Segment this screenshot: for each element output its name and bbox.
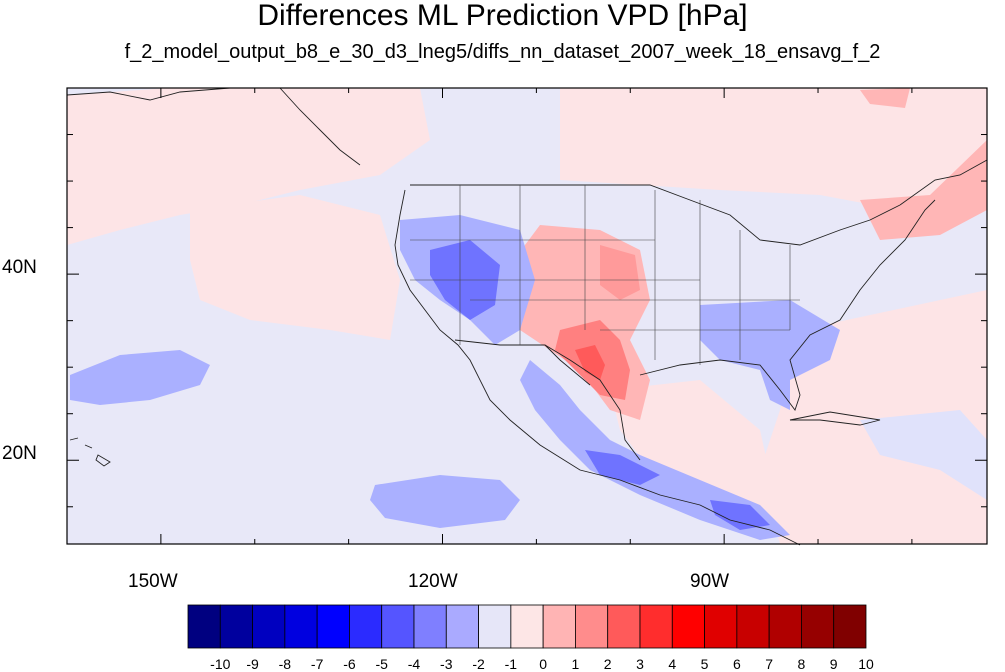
neg-region-southeast-us xyxy=(700,300,840,410)
colorbar-label: 5 xyxy=(700,656,709,672)
colorbar-swatch xyxy=(768,604,802,649)
colorbar-swatch xyxy=(704,604,738,649)
colorbar-label: -2 xyxy=(472,656,485,672)
pos-region-kansas xyxy=(600,245,640,300)
colorbar-swatch xyxy=(639,604,673,649)
colorbar-label: -4 xyxy=(407,656,421,672)
colorbar-label: -9 xyxy=(246,656,259,672)
colorbar-label: -8 xyxy=(278,656,292,672)
colorbar-swatch xyxy=(284,604,318,649)
colorbar-label: 1 xyxy=(571,656,580,672)
colorbar-swatch xyxy=(381,604,415,649)
colorbar-swatch xyxy=(542,604,576,649)
neg-region-mexico-pacific xyxy=(520,360,790,540)
colorbar-swatch xyxy=(801,604,835,649)
colorbar-swatch xyxy=(252,604,286,649)
map-frame xyxy=(66,87,988,545)
colorbar-swatch xyxy=(510,604,544,649)
colorbar-label: 8 xyxy=(797,656,806,672)
colorbar-label: 2 xyxy=(603,656,612,672)
colorbar-label: 0 xyxy=(539,656,548,672)
gulf-coast xyxy=(544,199,936,461)
colorbar-swatch xyxy=(316,604,350,649)
lon-label-150w: 150W xyxy=(128,571,178,592)
colorbar-swatch xyxy=(187,604,221,649)
lat-label-20n: 20N xyxy=(2,443,37,464)
colorbar-swatch xyxy=(671,604,705,649)
pos-region-canada-east xyxy=(560,88,987,210)
colorbar-swatch xyxy=(478,604,512,649)
lat-label-40n: 40N xyxy=(2,257,37,278)
colorbar-swatch xyxy=(607,604,641,649)
neg-region-east-pacific xyxy=(370,475,520,528)
neg-region-caribbean xyxy=(860,410,987,500)
pos-region-north-pacific xyxy=(67,88,430,245)
colorbar xyxy=(187,604,867,649)
colorbar-swatch xyxy=(575,604,609,649)
pos-region-north-pacific-patch xyxy=(860,88,910,108)
colorbar-label: 9 xyxy=(829,656,838,672)
state-lines xyxy=(410,185,800,365)
colorbar-swatch xyxy=(833,604,867,649)
us-canada-border xyxy=(410,184,901,246)
colorbar-label: 4 xyxy=(668,656,677,672)
lon-label-120w: 120W xyxy=(408,571,458,592)
pos-region-subtropical-pacific xyxy=(190,195,400,340)
us-mexico-border xyxy=(454,339,591,386)
pos-region-mexico-east xyxy=(610,380,780,520)
coastline-and-borders xyxy=(66,87,988,546)
neg-region-mexico-core xyxy=(585,450,660,485)
colorbar-swatch xyxy=(736,604,770,649)
colorbar-swatch xyxy=(413,604,447,649)
pos-region-northeast xyxy=(860,140,987,240)
colorbar-swatch xyxy=(219,604,253,649)
colorbar-swatch xyxy=(349,604,383,649)
colorbar-label: -3 xyxy=(440,656,453,672)
lon-label-90w: 90W xyxy=(690,571,730,592)
neg-region-hawaii-belt xyxy=(70,350,210,405)
colorbar-label: 10 xyxy=(858,656,874,672)
colorbar-label: -7 xyxy=(310,656,324,672)
colorbar-label: -5 xyxy=(375,656,388,672)
cuba-outline xyxy=(789,411,881,426)
colorbar-label: -1 xyxy=(504,656,518,672)
colorbar-label: 6 xyxy=(732,656,741,672)
colorbar-label: -6 xyxy=(343,656,356,672)
hawaii-islands xyxy=(69,437,111,467)
pos-region-texas-core xyxy=(575,345,605,380)
neg-region-central-america xyxy=(710,500,770,530)
alaska-coast xyxy=(66,87,361,166)
map-subtitle: f_2_model_output_b8_e_30_d3_lneg5/diffs_… xyxy=(124,41,881,63)
colorbar-label: 7 xyxy=(765,656,774,672)
us-west-coast xyxy=(394,189,801,546)
map-axes xyxy=(66,87,988,545)
canada-east-coast xyxy=(899,159,988,206)
difference-field xyxy=(67,88,987,544)
colorbar-swatch xyxy=(445,604,479,649)
colorbar-label: -10 xyxy=(210,656,231,672)
map-title: Differences ML Prediction VPD [hPa] xyxy=(257,0,748,32)
colorbar-label: 3 xyxy=(636,656,644,672)
